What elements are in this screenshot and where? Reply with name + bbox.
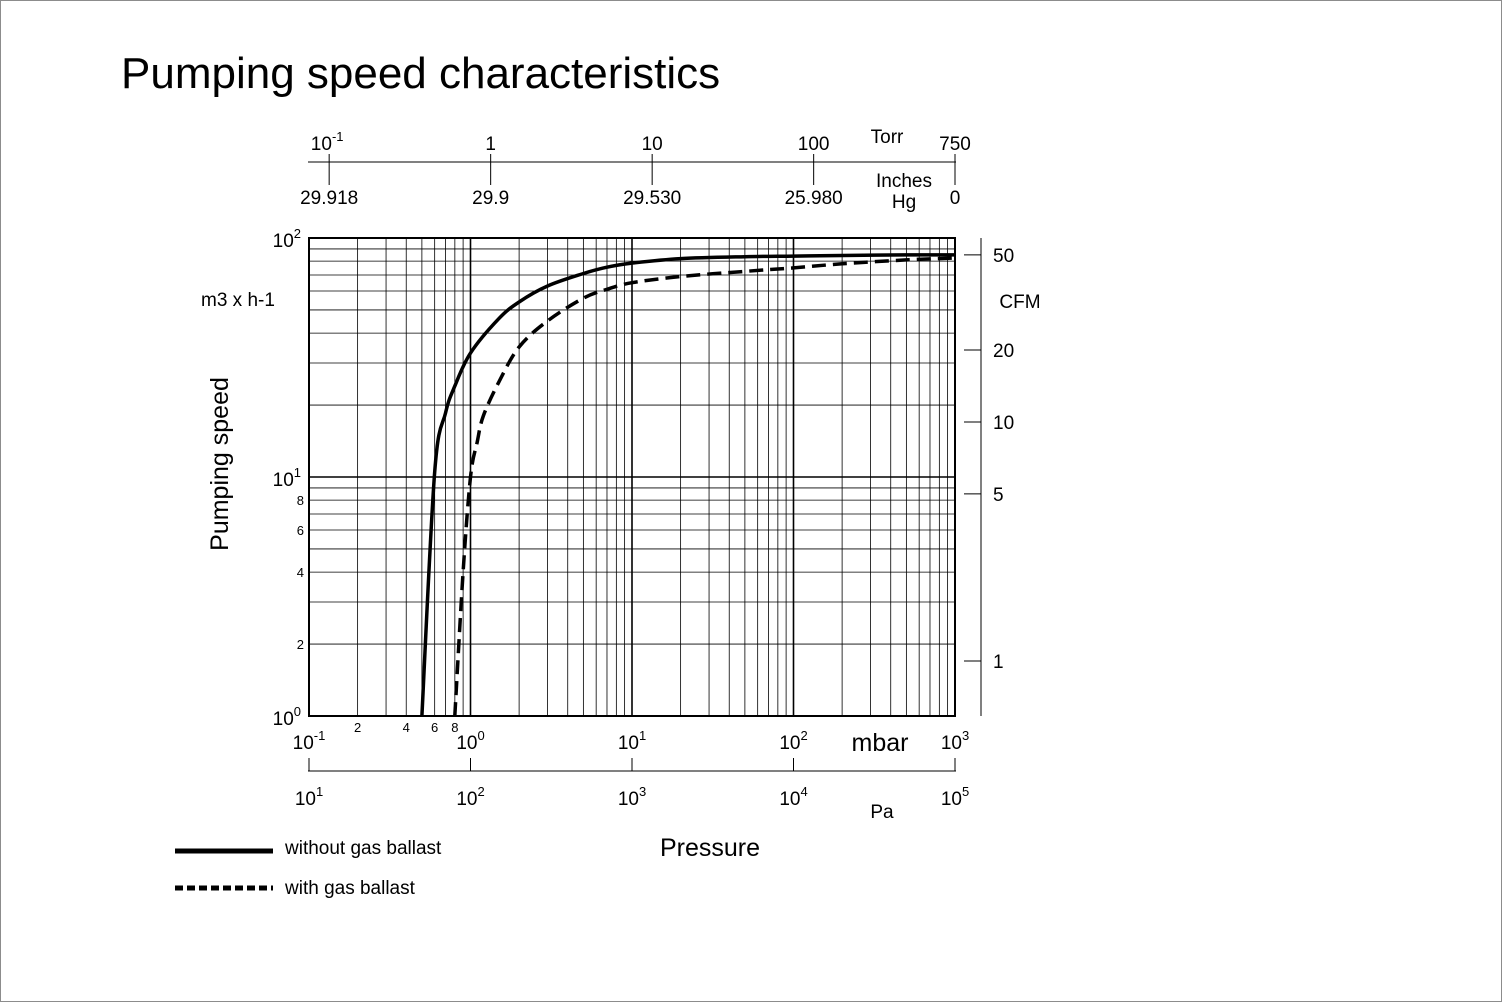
y-tick-label: 100 <box>273 704 301 730</box>
y-unit-label: m3 x h-1 <box>201 290 275 311</box>
pa-tick-label: 105 <box>941 784 969 810</box>
legend-label-without-ballast: without gas ballast <box>284 838 442 859</box>
y-tick-label: 102 <box>273 226 301 252</box>
inches-hg-tick-label: 25.980 <box>785 188 843 209</box>
cfm-tick-label: 20 <box>993 341 1014 362</box>
series-line-with-gas-ballast <box>453 256 956 717</box>
y-axis: 100 101 102 2 4 6 8 <box>273 226 304 730</box>
x-minor-tick-label: 2 <box>354 720 361 735</box>
inches-hg-unit-line1: Inches <box>876 171 932 192</box>
pa-tick-label: 101 <box>295 784 323 810</box>
cfm-tick-label: 5 <box>993 485 1004 506</box>
plot-area-border <box>308 237 956 717</box>
torr-tick-label: 100 <box>798 134 830 155</box>
cfm-tick-label: 1 <box>993 652 1004 673</box>
x-minor-tick-label: 8 <box>451 720 458 735</box>
cfm-axis: 50 20 10 5 1 <box>964 238 1014 716</box>
x-tick-label: 101 <box>618 728 646 754</box>
inches-hg-tick-label: 29.918 <box>300 188 358 209</box>
series-line-without-gas-ballast <box>420 253 956 717</box>
inches-hg-axis: 29.918 29.9 29.530 25.980 0 <box>300 162 960 209</box>
grid <box>309 238 955 716</box>
pa-unit-label: Pa <box>870 802 894 823</box>
pa-axis: 101 102 103 104 105 <box>295 758 969 810</box>
cfm-tick-label: 50 <box>993 246 1014 267</box>
series-layer <box>420 253 956 717</box>
y-minor-tick-label: 2 <box>297 637 304 652</box>
legend: without gas ballast with gas ballast <box>175 838 442 899</box>
x-tick-label: 103 <box>941 728 969 754</box>
x-tick-label: 100 <box>456 728 484 754</box>
x-axis-title: Pressure <box>660 834 760 862</box>
x-axis-mbar: 10-1 100 101 102 103 2 4 6 8 <box>293 720 970 754</box>
mbar-unit-label: mbar <box>852 729 909 757</box>
inches-hg-tick-label: 29.530 <box>623 188 681 209</box>
y-minor-tick-label: 4 <box>297 565 304 580</box>
pa-tick-label: 103 <box>618 784 646 810</box>
y-minor-tick-label: 8 <box>297 493 304 508</box>
y-tick-label: 101 <box>273 465 301 491</box>
chart-title: Pumping speed characteristics <box>121 49 720 98</box>
pa-tick-label: 104 <box>779 784 807 810</box>
y-minor-tick-label: 6 <box>297 523 304 538</box>
torr-axis: 10-1 1 10 100 750 <box>311 129 971 162</box>
y-axis-title: Pumping speed <box>206 377 234 551</box>
x-tick-label: 10-1 <box>293 728 326 754</box>
torr-tick-label: 10-1 <box>311 129 344 155</box>
inches-hg-tick-label: 29.9 <box>472 188 509 209</box>
pa-tick-label: 102 <box>456 784 484 810</box>
x-minor-tick-label: 4 <box>403 720 410 735</box>
torr-tick-label: 750 <box>939 134 971 155</box>
legend-label-with-ballast: with gas ballast <box>284 878 416 899</box>
inches-hg-unit-line2: Hg <box>892 192 916 213</box>
cfm-tick-label: 10 <box>993 413 1014 434</box>
inches-hg-tick-label: 0 <box>950 188 961 209</box>
cfm-unit-label: CFM <box>999 292 1040 313</box>
torr-tick-label: 1 <box>485 134 496 155</box>
x-tick-label: 102 <box>779 728 807 754</box>
torr-tick-label: 10 <box>642 134 663 155</box>
torr-unit-label: Torr <box>871 127 904 148</box>
x-minor-tick-label: 6 <box>431 720 438 735</box>
